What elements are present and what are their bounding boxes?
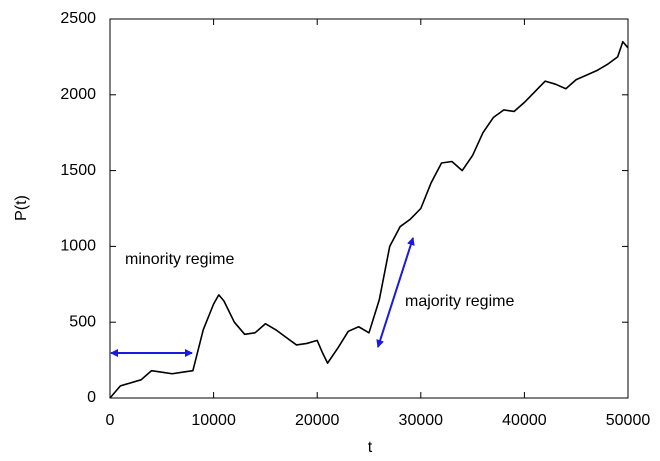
x-tick-label: 50000	[606, 412, 651, 429]
x-tick-label: 40000	[502, 412, 547, 429]
annotation: minority regime	[125, 251, 234, 268]
y-tick-label: 1500	[60, 162, 96, 179]
arrow	[376, 237, 415, 348]
x-tick-label: 0	[106, 412, 115, 429]
y-tick-label: 0	[87, 389, 96, 406]
y-tick-label: 1000	[60, 238, 96, 255]
x-tick-label: 30000	[399, 412, 444, 429]
y-tick-label: 500	[69, 313, 96, 330]
x-axis-label: t	[368, 439, 373, 456]
x-tick-label: 20000	[295, 412, 340, 429]
plot-frame	[109, 18, 629, 399]
x-tick-label: 10000	[191, 412, 236, 429]
annotation: majority regime	[405, 293, 514, 310]
y-tick-label: 2000	[60, 86, 96, 103]
line	[109, 40, 629, 399]
y-tick-label: 2500	[60, 10, 96, 27]
y-axis-label: P(t)	[13, 195, 30, 221]
